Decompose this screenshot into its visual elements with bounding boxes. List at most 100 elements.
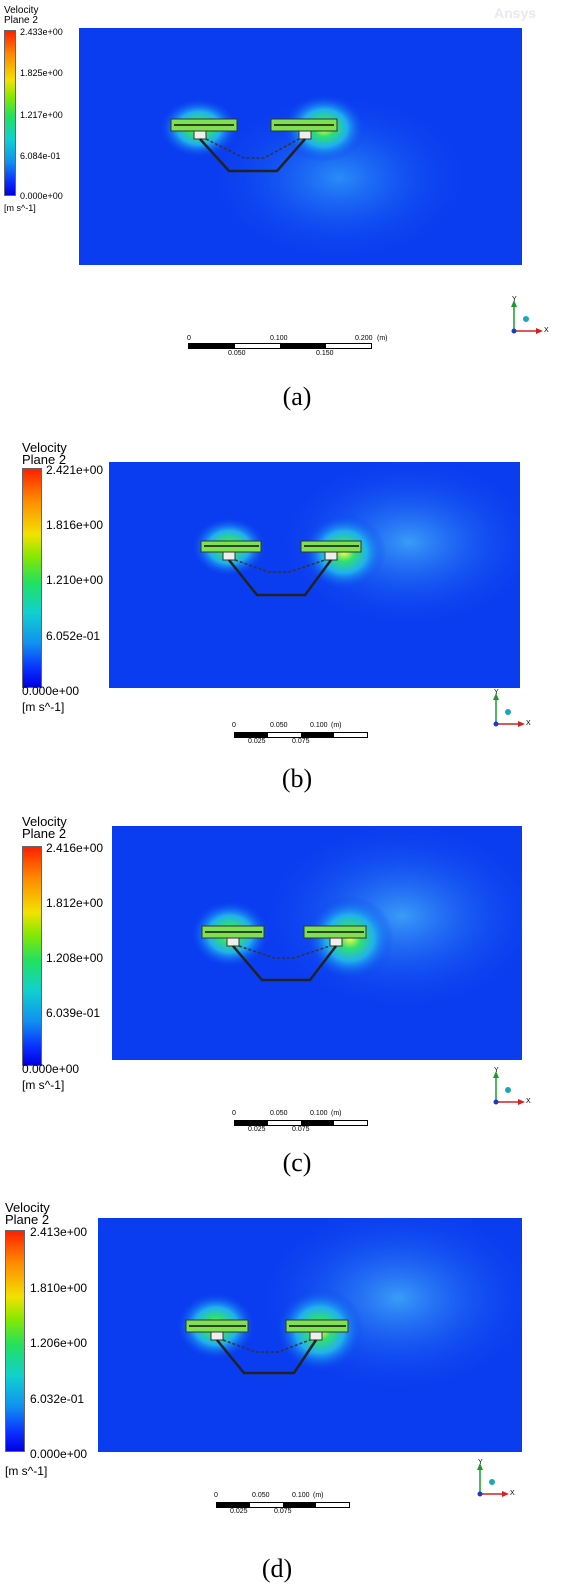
- legend-title-text: Velocity: [22, 814, 67, 829]
- contour-panel-d: Velocity Plane 2 2.413e+00 1.810e+00 1.2…: [0, 1196, 564, 1590]
- legend-tick: 0.000e+00: [22, 1062, 80, 1076]
- color-bar: [22, 846, 42, 1066]
- scale-label: 0.050: [252, 1492, 270, 1499]
- axis-x-label: X: [510, 1490, 515, 1497]
- scale-bar: [214, 1498, 354, 1514]
- scale-label: 0.100: [310, 1110, 328, 1117]
- scale-label: 0: [232, 1110, 236, 1117]
- figure-caption: (b): [281, 764, 313, 793]
- legend-title-text: Velocity: [5, 1200, 50, 1215]
- legend-tick: 0.000e+00: [20, 191, 63, 201]
- legend-subtitle: Plane 2: [22, 826, 67, 841]
- legend-tick: 6.039e-01: [46, 1006, 101, 1020]
- legend-tick: 6.084e-01: [20, 151, 61, 161]
- legend-tick: 1.210e+00: [46, 573, 104, 587]
- contour-panel-a: Velocity Plane 2 2.433e+00 1.825e+00 1.2…: [0, 0, 564, 411]
- legend-title: Velocity Plane 2: [22, 440, 67, 467]
- figure-caption: (d): [261, 1554, 293, 1583]
- velocity-contour-image: [109, 462, 520, 688]
- legend-tick: 1.810e+00: [30, 1281, 88, 1295]
- axis-triad-icon: [511, 300, 543, 334]
- scale-label: 0.025: [248, 1126, 266, 1133]
- axis-y-label: Y: [478, 1459, 483, 1466]
- scale-label: (m): [331, 722, 342, 729]
- legend-title-text: Velocity: [4, 5, 39, 16]
- velocity-contour-image: [79, 28, 522, 265]
- legend-title: Velocity Plane 2: [22, 814, 67, 841]
- axis-triad-icon: [493, 693, 525, 727]
- scale-label: 0.050: [270, 1110, 288, 1117]
- velocity-contour-field: [98, 1218, 522, 1452]
- scale-label: 0.025: [230, 1508, 248, 1515]
- contour-panel-c: Velocity Plane 2 2.416e+00 1.812e+00 1.2…: [0, 810, 564, 1190]
- legend-tick: 1.217e+00: [20, 110, 63, 120]
- legend-tick: 6.032e-01: [30, 1392, 85, 1406]
- scale-label: (m): [377, 335, 388, 342]
- legend-tick: 2.416e+00: [46, 841, 104, 855]
- legend-tick: 2.421e+00: [46, 463, 104, 477]
- scale-label: 0.100: [270, 335, 288, 342]
- scale-bar: [232, 1116, 372, 1132]
- axis-y-label: Y: [494, 1067, 499, 1074]
- velocity-contour-image: [112, 826, 522, 1060]
- scale-label: 0: [232, 722, 236, 729]
- scale-label: 0: [214, 1492, 218, 1499]
- velocity-contour-image: [98, 1218, 522, 1452]
- legend-tick: 1.825e+00: [20, 68, 63, 78]
- scale-label: 0.050: [270, 722, 288, 729]
- velocity-contour-field: [109, 462, 520, 688]
- legend-tick: 2.433e+00: [20, 27, 63, 37]
- axis-triad: [488, 1066, 532, 1106]
- watermark: Ansys: [494, 5, 537, 21]
- scale-label: 0.050: [228, 350, 246, 357]
- scale-label: 0.150: [316, 350, 334, 357]
- scale-label: 0.025: [248, 738, 266, 745]
- scale-bar: [232, 728, 372, 744]
- legend-title: Velocity Plane 2: [4, 6, 38, 26]
- color-bar: [5, 1230, 25, 1452]
- legend-tick: 1.206e+00: [30, 1336, 88, 1350]
- legend-tick: 1.208e+00: [46, 951, 104, 965]
- axis-y-label: Y: [512, 296, 517, 303]
- contour-panel-b: Velocity Plane 2 2.421e+00 1.816e+00 1.2…: [0, 432, 564, 802]
- scale-bar: [186, 336, 376, 356]
- legend-subtitle: Plane 2: [5, 1212, 50, 1227]
- figure-caption: (c): [282, 1148, 312, 1177]
- scale-label: 0.075: [292, 1126, 310, 1133]
- figure-caption: (a): [282, 382, 312, 411]
- scale-label: 0.200: [355, 335, 373, 342]
- legend-units: [m s^-1]: [4, 203, 36, 213]
- scale-label: 0.100: [310, 722, 328, 729]
- axis-triad-icon: [493, 1071, 525, 1105]
- axis-x-label: X: [526, 1098, 531, 1105]
- legend-units: [m s^-1]: [5, 1464, 48, 1478]
- velocity-contour-field: [112, 826, 522, 1060]
- legend-units: [m s^-1]: [22, 700, 65, 714]
- axis-triad: [472, 1458, 516, 1498]
- scale-label: (m): [331, 1110, 342, 1117]
- legend-tick: 1.812e+00: [46, 896, 104, 910]
- legend-tick: 2.413e+00: [30, 1225, 88, 1239]
- scale-label: 0.075: [274, 1508, 292, 1515]
- axis-triad: [506, 295, 550, 335]
- scale-label: (m): [313, 1492, 324, 1499]
- velocity-contour-field: [79, 28, 522, 265]
- axis-y-label: Y: [494, 689, 499, 696]
- legend-units: [m s^-1]: [22, 1078, 65, 1092]
- legend-subtitle: Plane 2: [4, 15, 38, 26]
- legend-subtitle: Plane 2: [22, 452, 67, 467]
- legend-tick: 6.052e-01: [46, 629, 101, 643]
- scale-label: 0.075: [292, 738, 310, 745]
- color-bar: [22, 468, 42, 688]
- axis-triad: [488, 688, 532, 728]
- legend-tick: 1.816e+00: [46, 518, 104, 532]
- legend-title-text: Velocity: [22, 440, 67, 455]
- axis-triad-icon: [477, 1463, 509, 1497]
- legend-title: Velocity Plane 2: [5, 1200, 50, 1227]
- legend-tick: 0.000e+00: [30, 1447, 88, 1461]
- axis-x-label: X: [544, 327, 549, 334]
- scale-label: 0.100: [292, 1492, 310, 1499]
- axis-x-label: X: [526, 720, 531, 727]
- color-bar: [4, 30, 16, 196]
- scale-label: 0: [187, 335, 191, 342]
